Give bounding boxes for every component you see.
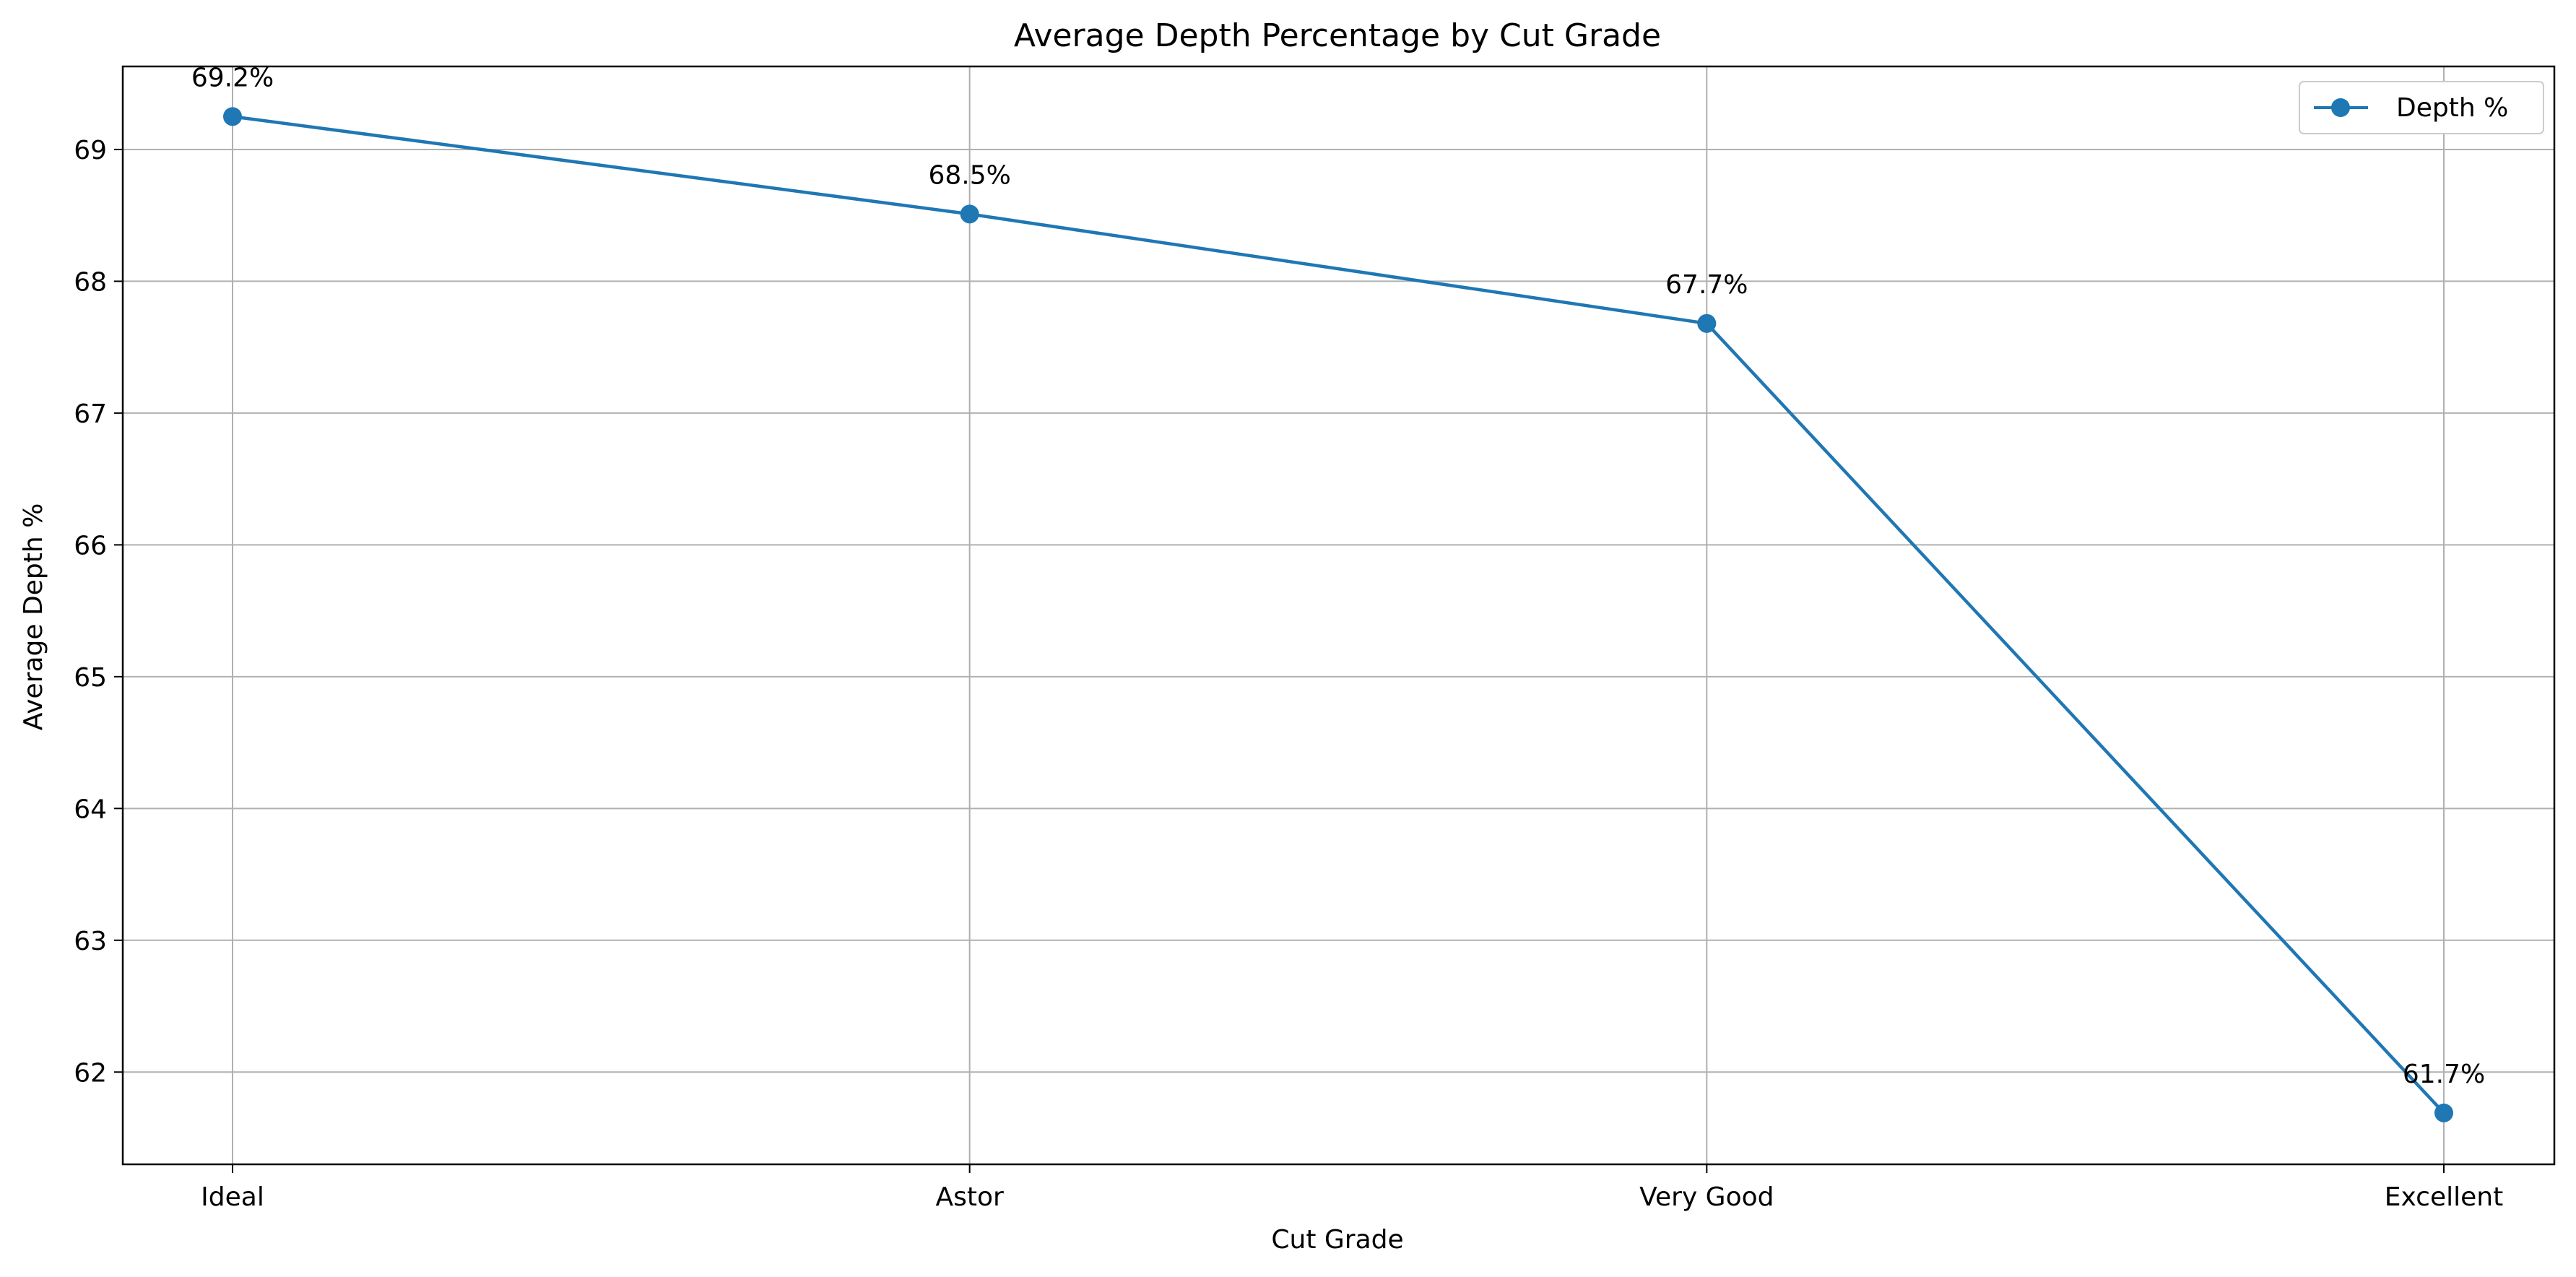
x-tick-label: Ideal [201, 1182, 264, 1212]
y-tick-label: 64 [74, 795, 107, 824]
x-axis-label: Cut Grade [1271, 1225, 1403, 1255]
y-tick-label: 63 [74, 927, 107, 956]
grid-layer [123, 66, 2554, 1164]
series-line [232, 115, 2445, 1114]
legend-label: Depth % [2396, 93, 2508, 123]
y-axis-label: Average Depth % [19, 503, 48, 731]
legend-marker-sample [2331, 98, 2350, 117]
axes-layer: 62 63 64 65 66 67 68 69 Ideal Astor Very Good Excel… [74, 65, 2556, 1212]
y-tick-label: 69 [74, 136, 107, 165]
data-label: 67.7% [1665, 270, 1748, 300]
data-point [1697, 313, 1717, 333]
x-tick-label: Very Good [1639, 1182, 1774, 1212]
y-tick-label: 62 [74, 1058, 107, 1088]
x-tick-label: Excellent [2385, 1182, 2503, 1212]
data-label: 69.2% [191, 63, 274, 92]
labels-layer: 69.2% 68.5% 67.7% 61.7% [191, 63, 2485, 1088]
y-tick-label: 66 [74, 531, 107, 560]
data-label: 61.7% [2403, 1060, 2485, 1089]
chart-title: Average Depth Percentage by Cut Grade [1014, 17, 1661, 54]
y-tick-label: 65 [74, 663, 107, 693]
y-tick-label: 67 [74, 399, 107, 429]
data-label: 68.5% [928, 160, 1010, 190]
data-point [223, 107, 242, 126]
series-layer [223, 107, 2453, 1122]
legend-box [2299, 81, 2544, 134]
data-point [2434, 1103, 2453, 1122]
plot-frame [121, 65, 2556, 1166]
y-tick-label: 68 [74, 267, 107, 297]
data-point [960, 204, 979, 224]
x-tick-label: Astor [936, 1182, 1005, 1212]
legend: Depth % [2299, 81, 2544, 134]
